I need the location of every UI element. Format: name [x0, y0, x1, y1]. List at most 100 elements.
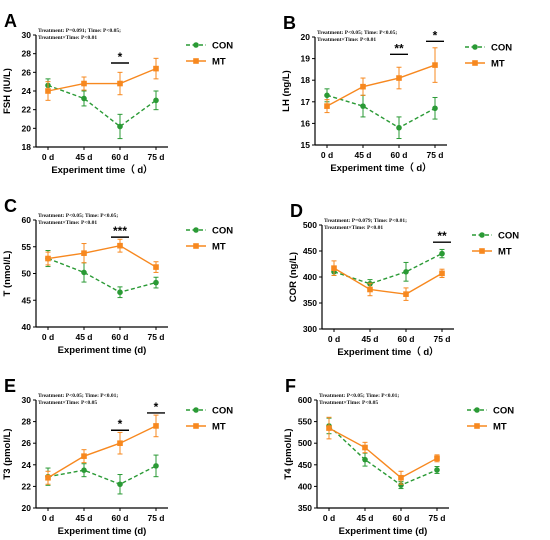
x-axis-title: Experiment time（ d） [330, 162, 431, 174]
y-tick-label: 28 [22, 49, 32, 59]
series-line-con [333, 252, 443, 285]
series-line-mt [47, 67, 157, 92]
significance-label: ** [437, 229, 447, 243]
data-point-mt [153, 423, 159, 429]
x-tick-label: 0 d [323, 513, 335, 523]
legend-marker-con [193, 407, 199, 413]
significance-label: *** [113, 224, 127, 238]
legend-label-con: CON [212, 226, 233, 237]
data-point-con [396, 124, 402, 131]
data-point-con [362, 456, 368, 463]
y-tick-label: 400 [303, 272, 317, 282]
y-tick-label: 15 [301, 140, 311, 150]
data-point-mt [81, 250, 87, 256]
legend-label-mt: MT [498, 247, 512, 258]
y-tick-label: 600 [298, 395, 312, 405]
panel-E: E Treatment: P<0.05; Time: P<0.01;Treatme… [2, 376, 233, 537]
data-point-mt [117, 80, 123, 87]
x-tick-label: 60 d [397, 334, 414, 344]
data-point-mt [439, 270, 445, 277]
legend-marker-con [193, 42, 199, 48]
series-line-con [326, 94, 436, 129]
significance-label: * [433, 28, 438, 42]
x-tick-label: 75 d [147, 513, 164, 523]
series-line-mt [326, 64, 436, 107]
series-line-con [47, 257, 157, 293]
stats-line: Treatment×Time: P<0.05 [319, 400, 378, 406]
data-point-mt [153, 65, 159, 72]
legend-label-mt: MT [212, 422, 226, 433]
x-tick-label: 60 d [111, 152, 128, 162]
panel-letter: D [290, 201, 303, 221]
series-line-con [47, 465, 157, 486]
panel-letter: A [4, 11, 17, 31]
data-point-con [117, 123, 123, 130]
y-tick-label: 22 [22, 481, 32, 491]
stats-line: Treatment×Time: P<0.01 [38, 35, 97, 41]
x-axis-title: Experiment time (d) [58, 526, 147, 537]
y-tick-label: 450 [298, 460, 312, 470]
legend-marker-mt [193, 423, 199, 429]
y-tick-label: 500 [298, 438, 312, 448]
y-tick-label: 30 [22, 30, 32, 40]
data-point-mt [432, 62, 438, 68]
y-tick-label: 28 [22, 417, 32, 427]
legend-label-mt: MT [493, 422, 507, 433]
stats-line: Treatment: P<0.05; Time: P<0.01; [38, 393, 118, 399]
significance-label: * [118, 50, 123, 64]
y-tick-label: 18 [22, 142, 32, 152]
data-point-con [117, 289, 123, 296]
x-tick-label: 45 d [75, 332, 92, 342]
y-tick-label: 400 [298, 481, 312, 491]
data-point-mt [324, 103, 330, 109]
panel-F: F Treatment: P<0.05; Time: P<0.01;Treatme… [283, 376, 514, 537]
panel-letter: F [285, 376, 296, 396]
data-point-mt [117, 440, 123, 446]
x-tick-label: 60 d [390, 150, 407, 160]
stats-line: Treatment: P=0.091; Time: P<0.05; [38, 28, 121, 34]
data-point-mt [45, 88, 51, 94]
y-tick-label: 18 [301, 75, 311, 85]
x-tick-label: 75 d [426, 150, 443, 160]
y-tick-label: 450 [303, 246, 317, 256]
data-point-con [153, 97, 159, 104]
x-tick-label: 75 d [428, 513, 445, 523]
x-tick-label: 60 d [392, 513, 409, 523]
legend-marker-mt [479, 248, 485, 254]
x-tick-label: 45 d [75, 152, 92, 162]
y-tick-label: 20 [22, 123, 32, 133]
data-point-con [81, 467, 87, 474]
y-tick-label: 20 [22, 503, 32, 513]
legend-label-con: CON [212, 41, 233, 52]
data-point-mt [45, 474, 51, 481]
legend-marker-con [474, 407, 480, 413]
data-point-mt [362, 444, 368, 451]
legend-marker-con [472, 44, 478, 50]
panel-letter: B [283, 13, 296, 33]
legend-marker-mt [193, 58, 199, 64]
x-tick-label: 45 d [75, 513, 92, 523]
y-axis-title: LH (ng/L) [281, 70, 292, 112]
x-tick-label: 0 d [321, 150, 333, 160]
legend-label-mt: MT [212, 57, 226, 68]
data-point-con [81, 269, 87, 276]
legend-label-con: CON [493, 406, 514, 417]
series-line-mt [333, 267, 443, 295]
data-point-mt [153, 264, 159, 270]
panel-C: C Treatment: P<0.05; Time: P<0.05;Treatme… [2, 196, 233, 356]
stats-line: Treatment×Time: P<0.01 [317, 37, 376, 43]
data-point-con [117, 481, 123, 488]
stats-line: Treatment: P<0.05; Time: P<0.05; [317, 30, 397, 36]
data-point-mt [434, 455, 440, 462]
y-tick-label: 40 [22, 322, 32, 332]
series-line-con [328, 425, 438, 486]
legend-label-mt: MT [491, 59, 505, 70]
significance-label: * [154, 400, 159, 414]
panel-D: D Treatment: P=0.079; Time: P<0.01;Treatm… [288, 201, 519, 358]
data-point-con [81, 95, 87, 102]
y-tick-label: 19 [301, 54, 311, 64]
stats-line: Treatment: P<0.05; Time: P<0.01; [319, 393, 399, 399]
x-tick-label: 45 d [361, 334, 378, 344]
y-axis-title: FSH (IU/L) [2, 68, 13, 114]
panel-B: B Treatment: P<0.05; Time: P<0.05;Treatme… [281, 13, 512, 174]
